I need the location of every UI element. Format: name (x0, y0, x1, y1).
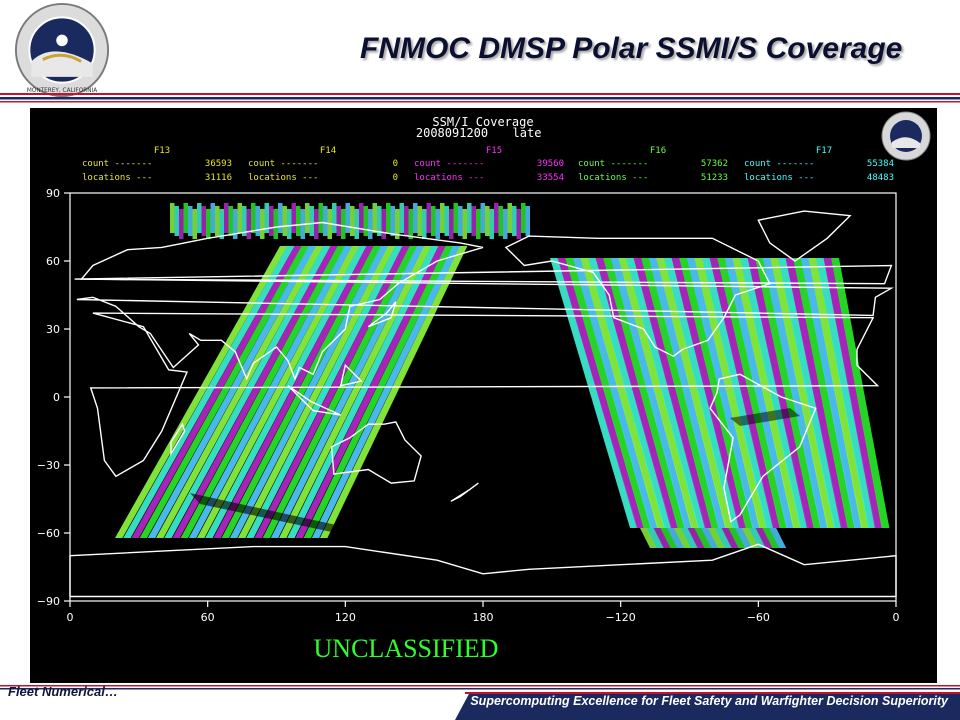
count-label: count ------- (578, 159, 648, 169)
lon-tick-label: 60 (201, 611, 215, 624)
slide-title: FNMOC DMSP Polar SSMI/S Coverage (360, 32, 903, 65)
satellite-name: F15 (486, 146, 502, 156)
locations-label: locations --- (248, 173, 318, 183)
fnmoc-logo: MONTEREY, CALIFORNIA (14, 2, 110, 98)
satellite-name: F13 (154, 146, 170, 156)
count-value: 57362 (701, 159, 728, 169)
island-1 (367, 301, 397, 328)
svg-text:MONTEREY, CALIFORNIA: MONTEREY, CALIFORNIA (27, 88, 97, 94)
footer-org-name: Fleet Numerical… (8, 684, 118, 699)
locations-value: 51233 (701, 173, 728, 183)
longitude-axis: 0 60 120 180 −120 −60 0 (67, 601, 900, 624)
lat-tick-label: 60 (46, 255, 60, 268)
locations-value: 48483 (867, 173, 894, 183)
coverage-map: SSM/I Coverage 2008091200 late F13count … (37, 111, 931, 663)
island-0 (170, 422, 186, 457)
footer-tagline: Supercomputing Excellence for Fleet Safe… (470, 694, 948, 708)
satellite-name: F14 (320, 146, 336, 156)
count-label: count ------- (82, 159, 152, 169)
lat-tick-label: 0 (53, 391, 60, 404)
locations-label: locations --- (82, 173, 152, 183)
count-value: 0 (393, 159, 398, 169)
lon-tick-label: −120 (606, 611, 636, 624)
count-label: count ------- (414, 159, 484, 169)
count-value: 55384 (867, 159, 894, 169)
island-4 (287, 385, 341, 416)
lat-tick-label: 90 (46, 187, 60, 200)
coastline-1 (76, 221, 894, 381)
map-header-run: late (513, 126, 542, 140)
locations-value: 33554 (537, 173, 564, 183)
locations-label: locations --- (414, 173, 484, 183)
island-5 (339, 363, 363, 387)
map-header-date: 2008091200 (416, 126, 488, 140)
lat-tick-label: −30 (37, 459, 60, 472)
title-divider (0, 93, 960, 103)
lon-tick-label: −60 (747, 611, 770, 624)
latitude-axis: 90 60 30 0 −30 −60 −90 (37, 187, 70, 608)
coastline-0 (89, 312, 880, 478)
island-2 (450, 482, 479, 502)
lat-tick-label: −90 (37, 595, 60, 608)
classification-label: UNCLASSIFIED (314, 634, 499, 663)
coastline-2 (330, 421, 422, 484)
footer-band (0, 685, 960, 720)
locations-label: locations --- (578, 173, 648, 183)
locations-label: locations --- (744, 173, 814, 183)
count-value: 39560 (537, 159, 564, 169)
count-label: count ------- (744, 159, 814, 169)
lat-tick-label: 30 (46, 323, 60, 336)
coastline-3 (504, 235, 771, 358)
satellite-name: F17 (816, 146, 832, 156)
locations-value: 0 (393, 173, 398, 183)
satellite-name: F16 (650, 146, 666, 156)
lon-tick-label: 0 (893, 611, 900, 624)
lon-tick-label: 180 (473, 611, 494, 624)
coverage-map-panel: SSM/I Coverage 2008091200 late F13 count … (30, 108, 937, 683)
inset-logo (881, 111, 931, 161)
lat-tick-label: −60 (37, 527, 60, 540)
coastline-5 (757, 210, 852, 262)
count-label: count ------- (248, 159, 318, 169)
count-value: 36593 (205, 159, 232, 169)
locations-value: 31116 (205, 173, 232, 183)
lon-tick-label: 120 (335, 611, 356, 624)
coastline-layer (69, 210, 897, 598)
island-3 (74, 264, 893, 285)
map-header-title: SSM/I Coverage (432, 115, 533, 129)
coastline-6 (69, 543, 897, 598)
coastline-4 (709, 373, 817, 523)
swath-layer (115, 203, 890, 548)
lon-tick-label: 0 (67, 611, 74, 624)
